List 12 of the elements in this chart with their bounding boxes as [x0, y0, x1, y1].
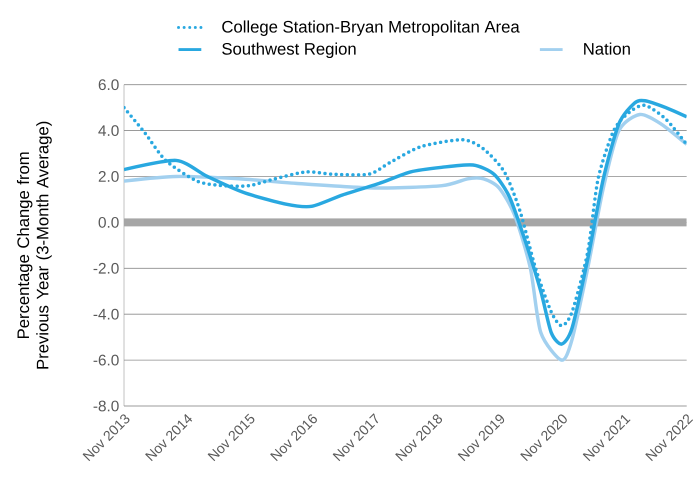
- legend-label: Nation: [584, 42, 630, 55]
- y-tick-label: -8.0: [94, 400, 119, 412]
- y-tick-label: 2.0: [98, 171, 119, 182]
- y-tick-label: 4.0: [98, 125, 119, 136]
- legend-label: Southwest Region: [222, 42, 356, 58]
- legend-label: College Station-Bryan Metropolitan Area: [222, 20, 520, 36]
- y-tick-label: -6.0: [94, 354, 119, 366]
- y-tick-label: 0.0: [98, 216, 119, 228]
- y-tick-label: 6.0: [98, 79, 119, 90]
- y-axis-title: Percentage Change from Previous Year (3-Month Average): [16, 122, 52, 369]
- y-tick-label: -2.0: [94, 262, 119, 274]
- y-tick-label: -4.0: [94, 308, 119, 320]
